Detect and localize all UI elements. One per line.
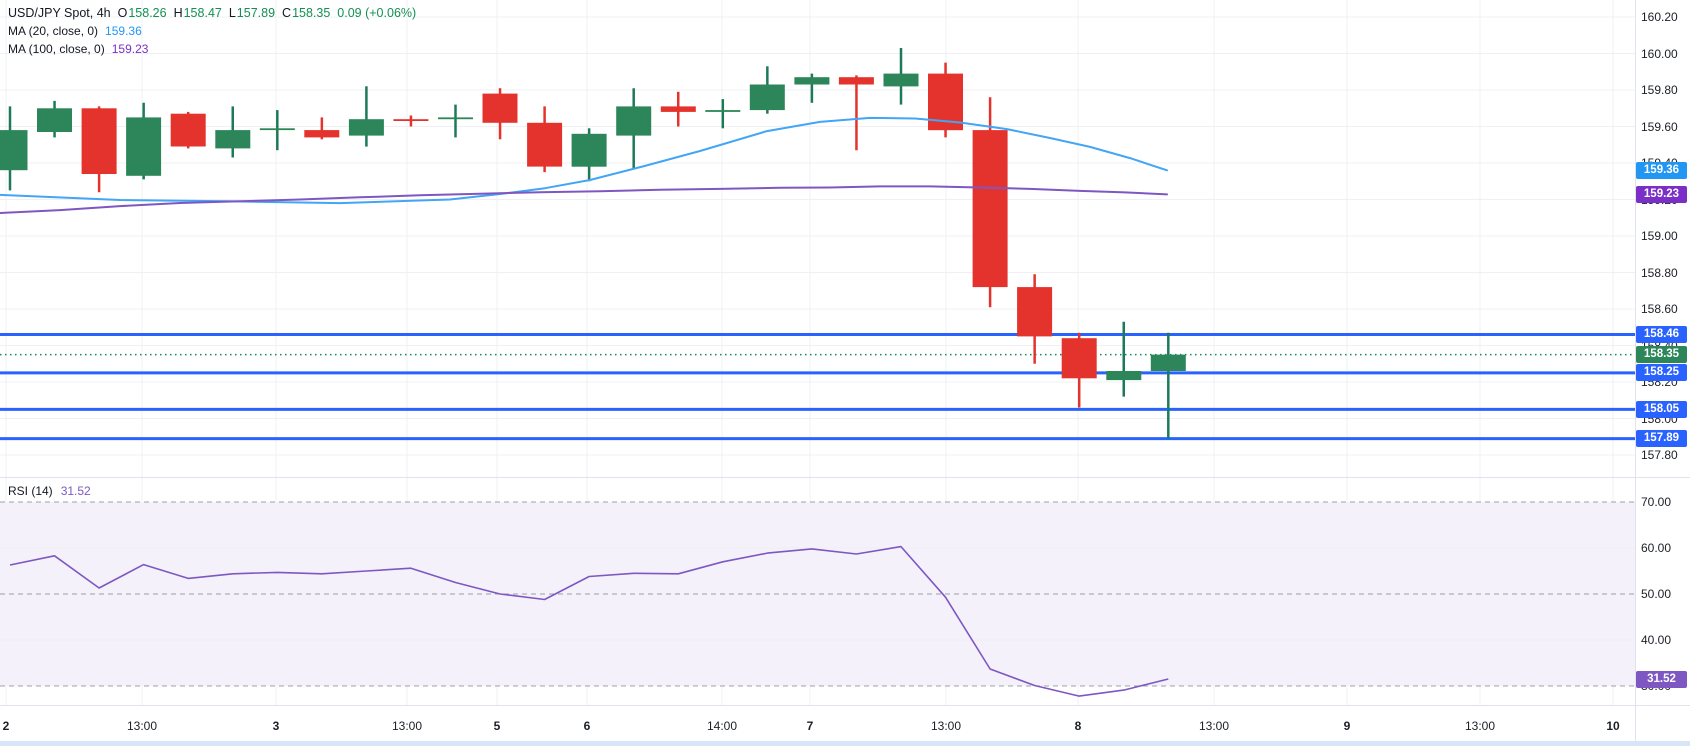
ma20-label: MA (20, close, 0) <box>8 24 99 38</box>
level-badge-158-25[interactable]: 158.25 <box>1636 364 1687 382</box>
time-axis-label: 8 <box>1074 719 1082 733</box>
rsi-legend[interactable]: RSI (14) 31.52 <box>8 484 91 498</box>
high-value: H 158.47 <box>173 6 222 20</box>
pane-separator-price-rsi[interactable] <box>0 477 1690 478</box>
time-axis-label: 13:00 <box>126 719 158 733</box>
symbol-row[interactable]: USD/JPY Spot, 4h O 158.26 H 158.47 L 157.89… <box>8 4 416 22</box>
symbol-title: USD/JPY Spot, 4h <box>8 6 111 20</box>
ma20-value: 159.36 <box>105 24 142 38</box>
price-axis-label: 160.20 <box>1641 10 1678 24</box>
candlestick-series <box>0 48 1186 439</box>
rsi-axis-label: 60.00 <box>1641 541 1672 555</box>
rsi-axis-label: 70.00 <box>1641 495 1672 509</box>
time-axis-label: 5 <box>493 719 501 733</box>
last-price-badge[interactable]: 158.35 <box>1636 346 1687 364</box>
ma100-row[interactable]: MA (100, close, 0) 159.23 <box>8 40 416 58</box>
time-axis-label: 10 <box>1606 719 1620 733</box>
rsi-axis-label: 50.00 <box>1641 587 1672 601</box>
time-axis-label: 9 <box>1343 719 1351 733</box>
change-value: 0.09 (+0.06%) <box>337 6 417 20</box>
level-badge-157-89[interactable]: 157.89 <box>1636 430 1687 448</box>
time-axis-label: 3 <box>272 719 280 733</box>
time-axis-label: 13:00 <box>1198 719 1230 733</box>
ma20-line <box>0 116 1168 205</box>
time-axis-label: 7 <box>806 719 814 733</box>
low-value: L 157.89 <box>228 6 276 20</box>
rsi-line <box>9 545 1169 697</box>
price-axis-label: 158.60 <box>1641 302 1678 316</box>
time-axis-label: 13:00 <box>930 719 962 733</box>
time-axis-label: 13:00 <box>1464 719 1496 733</box>
time-axis-label: 2 <box>2 719 10 733</box>
chart-legend[interactable]: USD/JPY Spot, 4h O 158.26 H 158.47 L 157.89… <box>8 4 416 58</box>
time-axis-label: 6 <box>583 719 591 733</box>
price-axis-label: 159.60 <box>1641 119 1678 134</box>
price-axis-label: 159.80 <box>1641 83 1678 97</box>
price-axis-label: 159.00 <box>1641 229 1678 243</box>
ma100-value-badge[interactable]: 159.23 <box>1636 185 1687 203</box>
time-axis-label: 14:00 <box>706 719 738 733</box>
axis-separator <box>1635 0 1636 746</box>
bottom-toolbar-edge <box>0 741 1690 746</box>
price-axis-label: 160.00 <box>1641 46 1678 61</box>
price-axis-label: 157.80 <box>1641 448 1678 462</box>
price-axis-label: 158.80 <box>1641 265 1678 280</box>
ma20-value-badge[interactable]: 159.36 <box>1636 161 1687 179</box>
ma100-value: 159.23 <box>111 42 149 56</box>
level-badge-158-46[interactable]: 158.46 <box>1636 326 1687 344</box>
level-badge-158-05[interactable]: 158.05 <box>1636 400 1687 418</box>
rsi-axis-label: 40.00 <box>1641 633 1672 647</box>
rsi-value-badge[interactable]: 31.52 <box>1636 670 1687 688</box>
open-value: O 158.26 <box>117 6 167 20</box>
pane-separator-rsi-time <box>0 705 1690 706</box>
time-axis-label: 13:00 <box>391 719 423 733</box>
close-value: C 158.35 <box>282 6 331 20</box>
ma20-row[interactable]: MA (20, close, 0) 159.36 <box>8 22 416 40</box>
rsi-value: 31.52 <box>60 484 91 498</box>
ma100-line <box>0 185 1168 214</box>
rsi-label: RSI (14) <box>8 484 53 498</box>
ma100-label: MA (100, close, 0) <box>8 42 105 56</box>
